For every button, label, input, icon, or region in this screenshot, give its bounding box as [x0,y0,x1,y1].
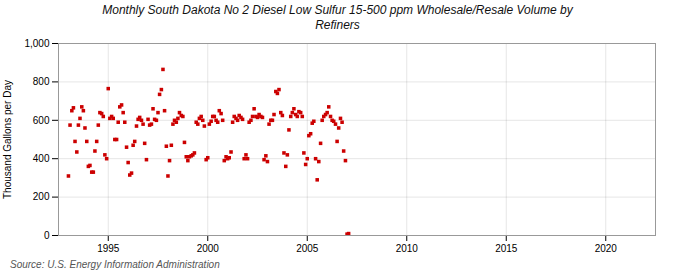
html-text:Monthly South Dakota No 2 Dies: Monthly South Dakota No 2 Diesel Low Sul… [102,3,573,32]
svg-text:1995: 1995 [97,243,120,254]
svg-text:800: 800 [33,76,50,87]
svg-text:2010: 2010 [396,243,419,254]
svg-text:2015: 2015 [495,243,518,254]
svg-text:0: 0 [44,230,50,241]
svg-text:2005: 2005 [296,243,319,254]
svg-text:600: 600 [33,115,50,126]
svg-text:400: 400 [33,153,50,164]
svg-text:2020: 2020 [595,243,618,254]
html-text:Source: U.S. Energy Informatio: Source: U.S. Energy Information Administ… [10,259,220,270]
svg-text:1,000: 1,000 [24,38,49,49]
svg-text:Thousand Gallons per Day: Thousand Gallons per Day [2,80,13,199]
svg-text:2000: 2000 [197,243,220,254]
svg-text:200: 200 [33,191,50,202]
